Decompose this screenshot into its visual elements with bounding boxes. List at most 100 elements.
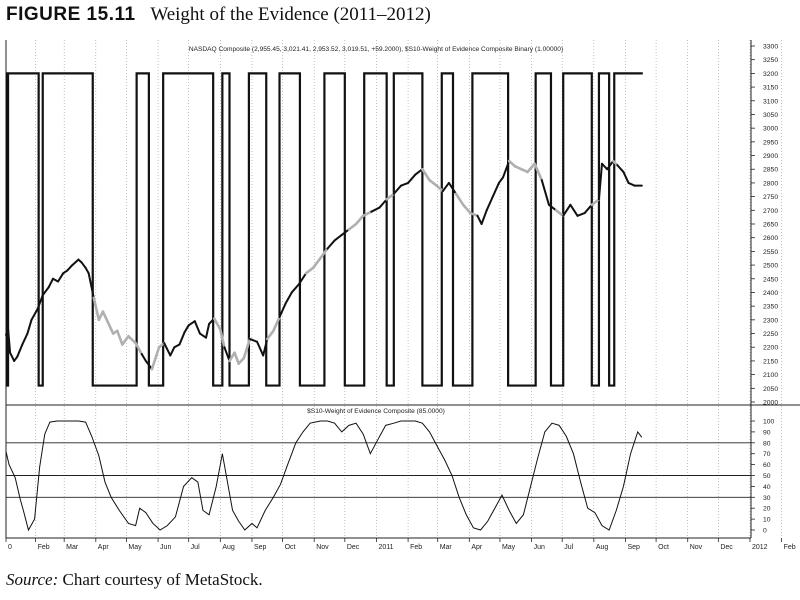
price-segment-bull xyxy=(80,261,87,269)
price-panel-title: NASDAQ Composite (2,955.45, 3,021.41, 2,… xyxy=(189,46,563,53)
x-tick-label: Sep xyxy=(254,544,267,551)
x-tick-label: Nov xyxy=(316,544,329,551)
price-segment-bear xyxy=(469,211,479,218)
price-segment-bull xyxy=(57,272,65,283)
price-y-tick-label: 2800 xyxy=(763,180,778,187)
x-tick-label: May xyxy=(502,544,516,551)
price-y-tick-label: 3250 xyxy=(763,57,778,64)
price-y-tick-label: 2500 xyxy=(763,263,778,270)
price-segment-bull xyxy=(178,331,186,346)
price-segment-bear xyxy=(115,329,124,346)
price-segment-bear xyxy=(101,310,110,324)
figure-title: FIGURE 15.11 Weight of the Evidence (201… xyxy=(6,4,431,26)
price-y-tick-label: 2350 xyxy=(763,304,778,311)
price-segment-bull xyxy=(378,198,388,209)
price-y-tick-label: 2700 xyxy=(763,208,778,215)
x-tick-label: May xyxy=(128,544,142,551)
price-segment-bull xyxy=(414,168,424,176)
price-segment-bull xyxy=(601,162,609,171)
price-segment-bear xyxy=(354,214,365,226)
price-segment-bull xyxy=(66,264,74,272)
x-tick-label: Feb xyxy=(784,544,796,551)
price-y-tick-label: 2550 xyxy=(763,249,778,256)
price-segment-bull xyxy=(606,160,615,171)
price-y-tick-label: 2100 xyxy=(763,372,778,379)
price-segment-bull xyxy=(290,283,300,294)
price-segment-bear xyxy=(219,328,226,349)
price-y-tick-label: 3000 xyxy=(763,126,778,133)
price-segment-bear xyxy=(361,210,373,218)
x-tick-label: Jun xyxy=(534,544,545,551)
x-tick-label: Dec xyxy=(720,544,733,551)
composite-panel: $S10-Weight of Evidence Composite (85.00… xyxy=(5,405,775,538)
price-segment-bull xyxy=(576,212,586,217)
x-tick-label: Aug xyxy=(222,544,235,551)
price-segment-bear xyxy=(233,351,240,365)
price-segment-bull xyxy=(144,359,153,371)
price-panel: NASDAQ Composite (2,955.45, 3,021.41, 2,… xyxy=(5,40,778,407)
price-segment-bull xyxy=(547,203,558,212)
price-segment-bear xyxy=(507,159,517,168)
price-segment-bull xyxy=(183,324,190,334)
price-segment-bull xyxy=(30,307,39,321)
price-segment-bear xyxy=(590,198,601,207)
price-segment-bull xyxy=(497,176,505,184)
price-segment-bull xyxy=(297,272,308,286)
composite-y-tick-label: 70 xyxy=(763,451,771,458)
x-tick-label: Feb xyxy=(410,544,422,551)
price-segment-bull xyxy=(187,320,196,327)
price-segment-bear xyxy=(106,321,115,335)
price-segment-bull xyxy=(627,181,636,187)
price-segment-bear xyxy=(421,167,431,182)
price-segment-bear xyxy=(134,341,144,356)
price-y-tick-label: 3300 xyxy=(763,44,778,51)
price-segment-bull xyxy=(41,285,50,297)
source-text: Chart courtesy of MetaStock. xyxy=(62,570,263,589)
price-segment-bull xyxy=(71,258,80,267)
price-y-tick-label: 2450 xyxy=(763,276,778,283)
composite-threshold-lines xyxy=(6,442,751,498)
composite-panel-title: $S10-Weight of Evidence Composite (85.00… xyxy=(307,408,445,415)
price-segment-bear xyxy=(150,345,161,371)
price-segment-bull xyxy=(163,342,172,357)
x-tick-label: 0 xyxy=(8,544,12,551)
price-segment-bear xyxy=(212,317,222,331)
price-segment-bear xyxy=(347,222,358,231)
x-axis: 0 Feb Mar Apr May Jun Jul Aug Sep Oct Nov Dec 2011 Fe… xyxy=(5,538,796,551)
composite-y-tick-label: 20 xyxy=(763,506,771,513)
x-tick-label: Dec xyxy=(347,544,360,551)
price-segment-bear xyxy=(319,247,329,260)
month-gridlines xyxy=(35,40,782,538)
price-segment-bear xyxy=(554,209,565,218)
binary-series xyxy=(5,72,643,387)
price-y-axis: 2000 2050 2100 2150 2200 2250 2300 2350 2400 2450… xyxy=(751,44,778,407)
price-segment-bear xyxy=(533,162,544,182)
price-segment-bull xyxy=(7,327,12,354)
price-segment-bear xyxy=(385,192,396,201)
composite-y-tick-label: 40 xyxy=(763,484,771,491)
price-segment-bull xyxy=(476,214,483,225)
price-segment-bull xyxy=(140,353,147,362)
price-y-tick-label: 2000 xyxy=(763,400,778,407)
source-note: Source: Chart courtesy of MetaStock. xyxy=(6,570,263,590)
price-segment-bull xyxy=(198,332,208,339)
price-segment-bull xyxy=(485,195,494,212)
price-segment-bear xyxy=(265,329,275,341)
price-segment-bull xyxy=(326,239,336,250)
chart-area: NASDAQ Composite (2,955.45, 3,021.41, 2,… xyxy=(5,40,800,551)
x-tick-label: Aug xyxy=(596,544,609,551)
x-tick-label: Nov xyxy=(690,544,703,551)
price-y-tick-label: 3050 xyxy=(763,112,778,119)
price-segment-bull xyxy=(392,184,402,195)
figure-title-text: Weight of the Evidence (2011–2012) xyxy=(150,4,431,25)
price-segment-bull xyxy=(340,228,350,236)
x-tick-label: Mar xyxy=(440,544,453,551)
price-segment-bull xyxy=(223,346,231,362)
price-segment-bull xyxy=(169,346,176,357)
price-segment-bull xyxy=(36,294,44,310)
price-segment-bull xyxy=(491,181,500,198)
price-segment-bull xyxy=(569,203,579,217)
composite-y-tick-label: 100 xyxy=(763,419,775,426)
price-segment-bull xyxy=(26,318,33,335)
price-segment-bull xyxy=(278,302,287,319)
